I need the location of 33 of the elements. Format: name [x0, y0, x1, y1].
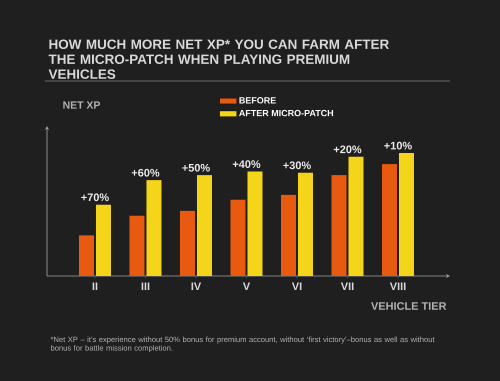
annotation: +50%	[182, 164, 210, 172]
bar	[230, 200, 246, 276]
bar	[247, 171, 262, 276]
x-tick-label: VIII	[390, 282, 406, 290]
annotation: +70%	[81, 193, 109, 202]
bar	[180, 210, 195, 276]
bar	[331, 175, 346, 276]
x-tick-label: VII	[340, 282, 354, 290]
bar	[96, 204, 111, 276]
bar	[298, 172, 313, 276]
bar	[280, 194, 296, 276]
bar	[196, 175, 212, 276]
bar	[146, 180, 162, 276]
bar	[398, 153, 414, 276]
annotation: +10%	[384, 142, 412, 150]
bar	[382, 164, 397, 276]
x-tick-label: VI	[292, 282, 302, 290]
legend-label: AFTER MICRO-PATCH	[239, 110, 334, 116]
chart-title: HOW MUCH MORE NET XP* YOU CAN FARM AFTER THE MICRO-PATCH WHEN PLAYING PREMIUM VEHICLES	[48, 40, 389, 79]
x-tick-label: IV	[192, 282, 202, 290]
x-axis-title: VEHICLE TIER	[371, 302, 446, 310]
y-axis-title: NET XP	[63, 101, 100, 109]
annotation: +40%	[232, 160, 260, 168]
annotation: +30%	[283, 161, 311, 170]
bar	[78, 235, 94, 276]
bar	[129, 216, 144, 276]
annotation: +60%	[132, 168, 160, 177]
x-tick-label: III	[142, 282, 150, 290]
x-tick-label: II	[92, 282, 98, 290]
bar	[348, 156, 364, 276]
legend-label: BEFORE	[239, 97, 276, 104]
annotation: +20%	[334, 145, 362, 154]
x-tick-label: V	[242, 282, 250, 290]
